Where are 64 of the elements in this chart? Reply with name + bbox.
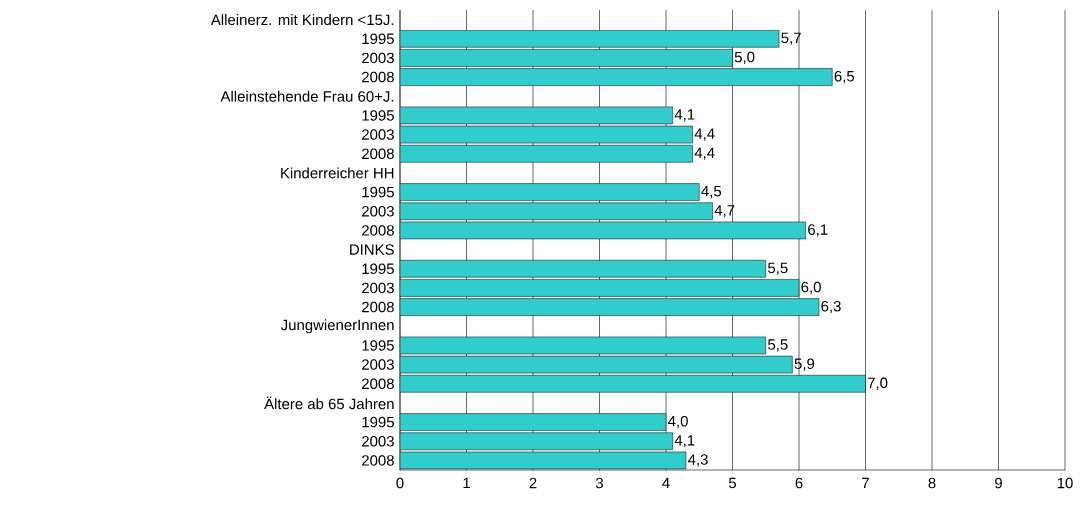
data-label: 4,4 (694, 128, 715, 141)
y-tick-label: Ältere ab 65 Jahren (264, 396, 394, 410)
bar (400, 375, 866, 393)
y-tick-label: 2003 (362, 129, 394, 140)
x-tick-label: 6 (795, 477, 803, 489)
y-tick-label: 2003 (362, 282, 394, 294)
bar (400, 260, 766, 278)
x-tick-label: 1 (463, 477, 470, 489)
bar (400, 145, 693, 163)
x-tick-label: 3 (595, 477, 603, 489)
x-tick-label: 0 (396, 477, 404, 489)
x-tick-label: 2 (529, 477, 537, 489)
bar (400, 413, 667, 431)
bar (400, 298, 820, 316)
y-tick-label: 2003 (362, 435, 394, 447)
y-tick-label: 2008 (362, 225, 394, 236)
bar (400, 183, 700, 201)
data-label: 5,5 (768, 339, 788, 352)
y-tick-label: Alleinerz. mit Kindern <15J. (210, 14, 394, 26)
y-tick-label: Alleinstehende Frau 60+J. (220, 90, 394, 102)
y-tick-label: 2008 (362, 301, 394, 313)
y-tick-label: 2003 (362, 52, 394, 64)
y-tick-label: 1995 (362, 340, 394, 351)
data-label: 5,7 (781, 32, 801, 45)
data-label: 7,0 (867, 377, 888, 390)
x-tick-label: 9 (995, 477, 1002, 489)
x-tick-label: 8 (928, 477, 936, 489)
bar (400, 432, 673, 451)
data-label: 4,5 (701, 185, 722, 199)
y-tick-label: 1995 (362, 416, 394, 428)
y-tick-label: 1995 (362, 33, 394, 45)
data-label: 6,0 (801, 281, 821, 295)
data-label: 5,5 (768, 262, 788, 275)
y-tick-label: 1995 (362, 186, 394, 198)
data-label: 6,3 (821, 300, 841, 314)
data-label: 4,3 (687, 454, 708, 467)
data-label: 4,1 (674, 109, 695, 122)
y-tick-label: 1995 (362, 110, 394, 121)
bar (400, 30, 780, 48)
y-tick-label: DINKS (350, 244, 394, 255)
y-tick-label: 1995 (362, 263, 394, 275)
x-tick-label: 4 (662, 477, 670, 489)
data-label: 6,1 (808, 224, 828, 237)
y-tick-label: 2003 (362, 205, 394, 217)
y-tick-label: 2003 (362, 359, 394, 370)
y-tick-label: 2008 (362, 71, 394, 83)
bar (400, 279, 800, 297)
data-label: 5,0 (734, 51, 755, 65)
bar (400, 68, 833, 86)
data-label: 4,0 (668, 415, 688, 429)
data-label: 6,5 (834, 70, 855, 84)
x-tick-label: 5 (728, 477, 737, 489)
bar (400, 202, 713, 220)
y-tick-label: 2008 (362, 378, 394, 390)
y-tick-label: JungwienerInnen (280, 319, 394, 334)
data-label: 4,4 (694, 147, 715, 160)
data-label: 4,1 (674, 435, 695, 448)
y-tick-label: Kinderreicher HH (281, 167, 394, 179)
bar (400, 49, 733, 67)
x-tick-label: 7 (862, 477, 869, 489)
y-tick-label: 2008 (362, 148, 394, 160)
data-label: 5,9 (794, 358, 815, 371)
x-tick-label: 10 (1057, 477, 1073, 489)
y-tick-label: 2008 (362, 455, 394, 466)
